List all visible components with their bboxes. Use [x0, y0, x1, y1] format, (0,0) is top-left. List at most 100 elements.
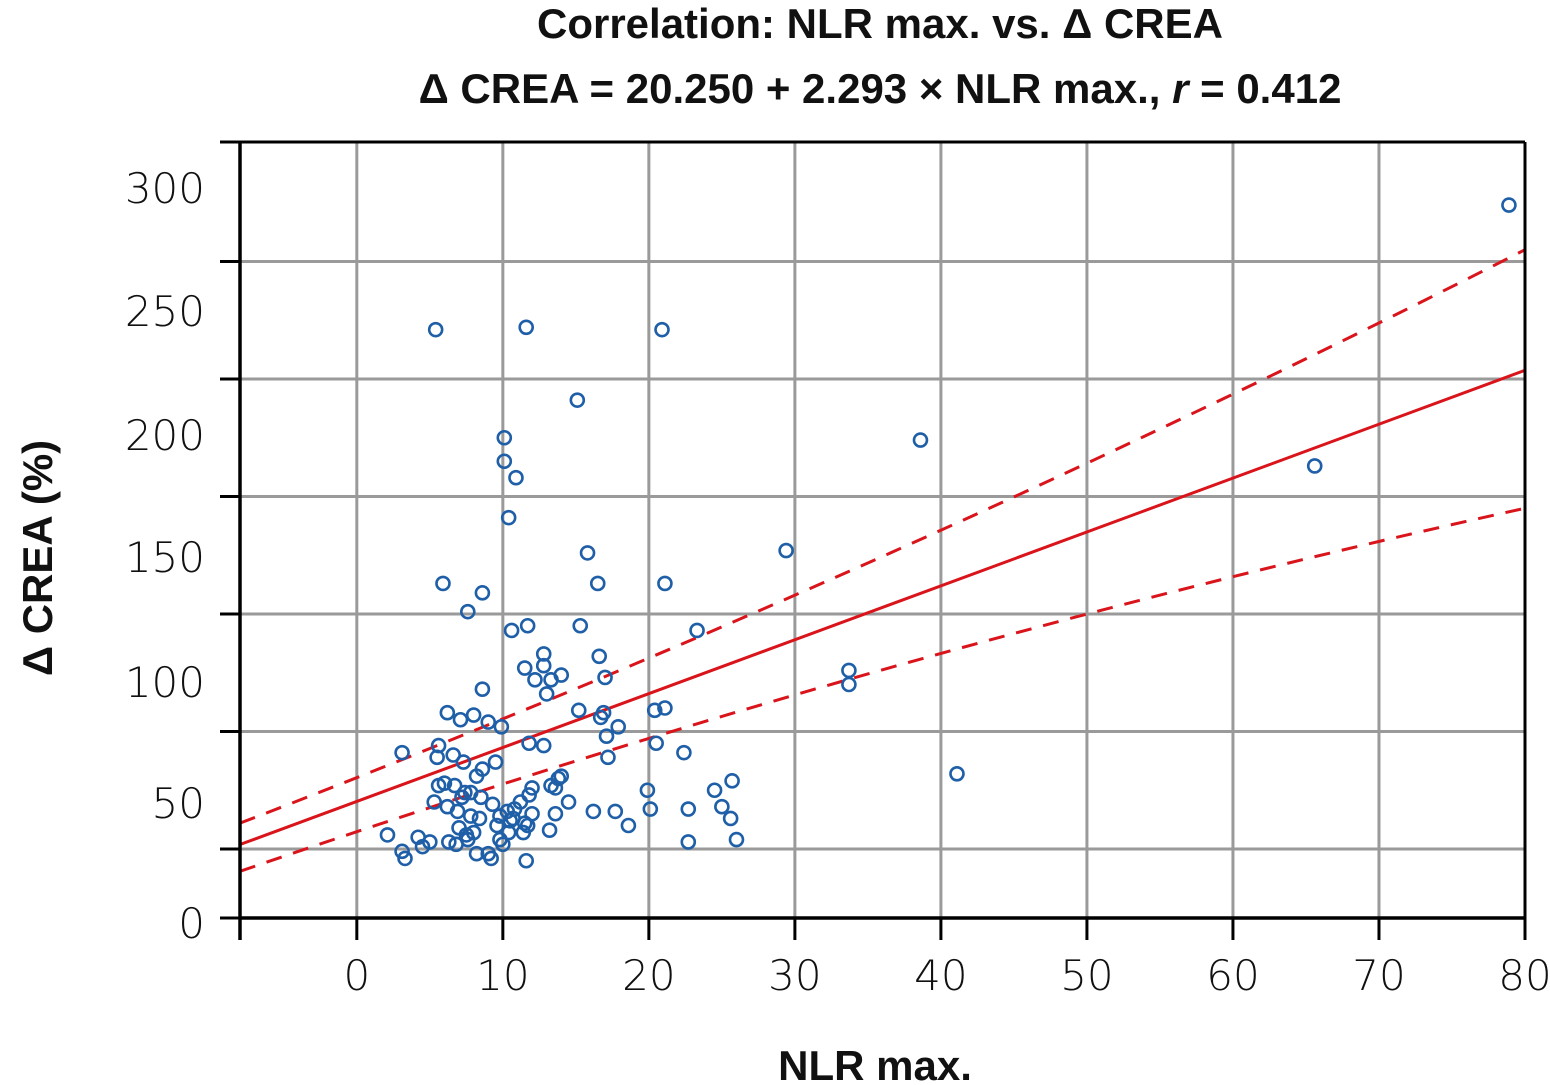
data-point	[446, 777, 463, 794]
data-point	[394, 843, 410, 860]
x-tick-label: 10	[476, 951, 529, 1000]
subtitle-r-value: = 0.412	[1188, 65, 1341, 112]
data-point	[459, 831, 476, 848]
data-point	[714, 798, 730, 815]
y-tick-label: 150	[125, 533, 205, 582]
data-point	[680, 801, 697, 817]
data-point	[500, 509, 517, 526]
data-point	[591, 648, 608, 665]
data-point	[722, 810, 739, 827]
data-point	[949, 765, 965, 782]
data-point	[728, 831, 745, 848]
data-point	[505, 810, 521, 827]
data-point	[452, 711, 469, 728]
y-tick-label: 0	[178, 899, 205, 948]
tick-labels: 0 10 20 30 40 50 60 70 80 0 50 100 150 200 250 300	[125, 164, 1550, 1000]
data-point	[455, 754, 472, 770]
data-point	[410, 829, 426, 846]
data-point	[535, 657, 552, 674]
data-point	[724, 773, 740, 789]
data-point	[462, 808, 479, 824]
data-point	[1306, 458, 1323, 474]
data-point	[427, 321, 444, 338]
data-point	[484, 796, 501, 813]
data-point	[487, 754, 504, 770]
x-tick-label: 40	[914, 951, 967, 1000]
data-point	[642, 801, 659, 817]
data-point	[553, 768, 570, 784]
x-tick-label: 0	[343, 951, 370, 1000]
data-point	[657, 700, 673, 716]
data-point	[518, 319, 535, 336]
data-point	[841, 676, 857, 693]
data-point	[465, 707, 482, 723]
data-point	[445, 747, 461, 763]
confidence-lower-line	[239, 506, 1526, 873]
data-point	[474, 761, 491, 777]
data-point	[1501, 197, 1517, 213]
x-tick-label: 50	[1060, 951, 1113, 1000]
data-point	[489, 817, 505, 834]
data-point	[706, 782, 723, 799]
data-point	[521, 787, 537, 803]
data-point	[569, 392, 586, 408]
data-point	[572, 617, 589, 634]
data-point	[441, 834, 457, 850]
data-point	[436, 775, 453, 792]
axes	[220, 140, 1527, 940]
data-point	[560, 794, 577, 810]
data-points	[379, 197, 1517, 869]
x-tick-label: 60	[1206, 951, 1259, 1000]
data-point	[538, 686, 555, 702]
data-point	[585, 803, 602, 820]
chart-title: Correlation: NLR max. vs. Δ CREA	[537, 0, 1223, 47]
data-point	[597, 669, 613, 686]
data-point	[483, 850, 499, 867]
data-point	[508, 469, 524, 486]
data-point	[676, 744, 692, 761]
data-point	[468, 845, 485, 862]
subtitle-r-symbol: r	[1172, 65, 1191, 112]
x-axis-label: NLR max.	[778, 1042, 972, 1085]
data-point	[639, 782, 656, 799]
data-point	[543, 777, 559, 794]
data-point	[521, 735, 537, 752]
x-tick-label: 70	[1352, 951, 1405, 1000]
data-point	[527, 671, 543, 688]
data-point	[570, 702, 587, 719]
data-point	[610, 718, 626, 735]
data-point	[500, 824, 517, 841]
y-axis-label: Δ CREA (%)	[14, 440, 61, 676]
data-point	[459, 603, 476, 620]
regression-line	[239, 368, 1526, 846]
data-point	[449, 803, 466, 820]
data-point	[519, 617, 536, 634]
data-point	[646, 702, 663, 719]
data-point	[379, 827, 396, 843]
data-point	[519, 817, 536, 834]
subtitle-equation: Δ CREA = 20.250 + 2.293 × NLR max.,	[419, 65, 1173, 112]
data-point	[518, 852, 535, 869]
x-tick-label: 20	[622, 951, 675, 1000]
data-point	[524, 780, 540, 796]
data-point	[689, 622, 705, 639]
data-point	[426, 794, 443, 810]
data-point	[680, 834, 697, 850]
x-tick-label: 30	[768, 951, 821, 1000]
data-point	[503, 622, 520, 639]
data-point	[620, 817, 637, 834]
x-tick-label: 80	[1498, 951, 1550, 1000]
y-tick-label: 200	[125, 411, 205, 460]
data-point	[657, 575, 673, 592]
data-point	[516, 660, 533, 676]
data-point	[439, 704, 456, 721]
data-point	[841, 662, 857, 679]
data-point	[480, 714, 497, 730]
data-point	[496, 429, 513, 446]
data-point	[607, 803, 624, 820]
data-point	[778, 542, 794, 559]
y-tick-label: 50	[152, 779, 205, 828]
data-point	[598, 728, 615, 745]
data-point	[495, 836, 511, 853]
